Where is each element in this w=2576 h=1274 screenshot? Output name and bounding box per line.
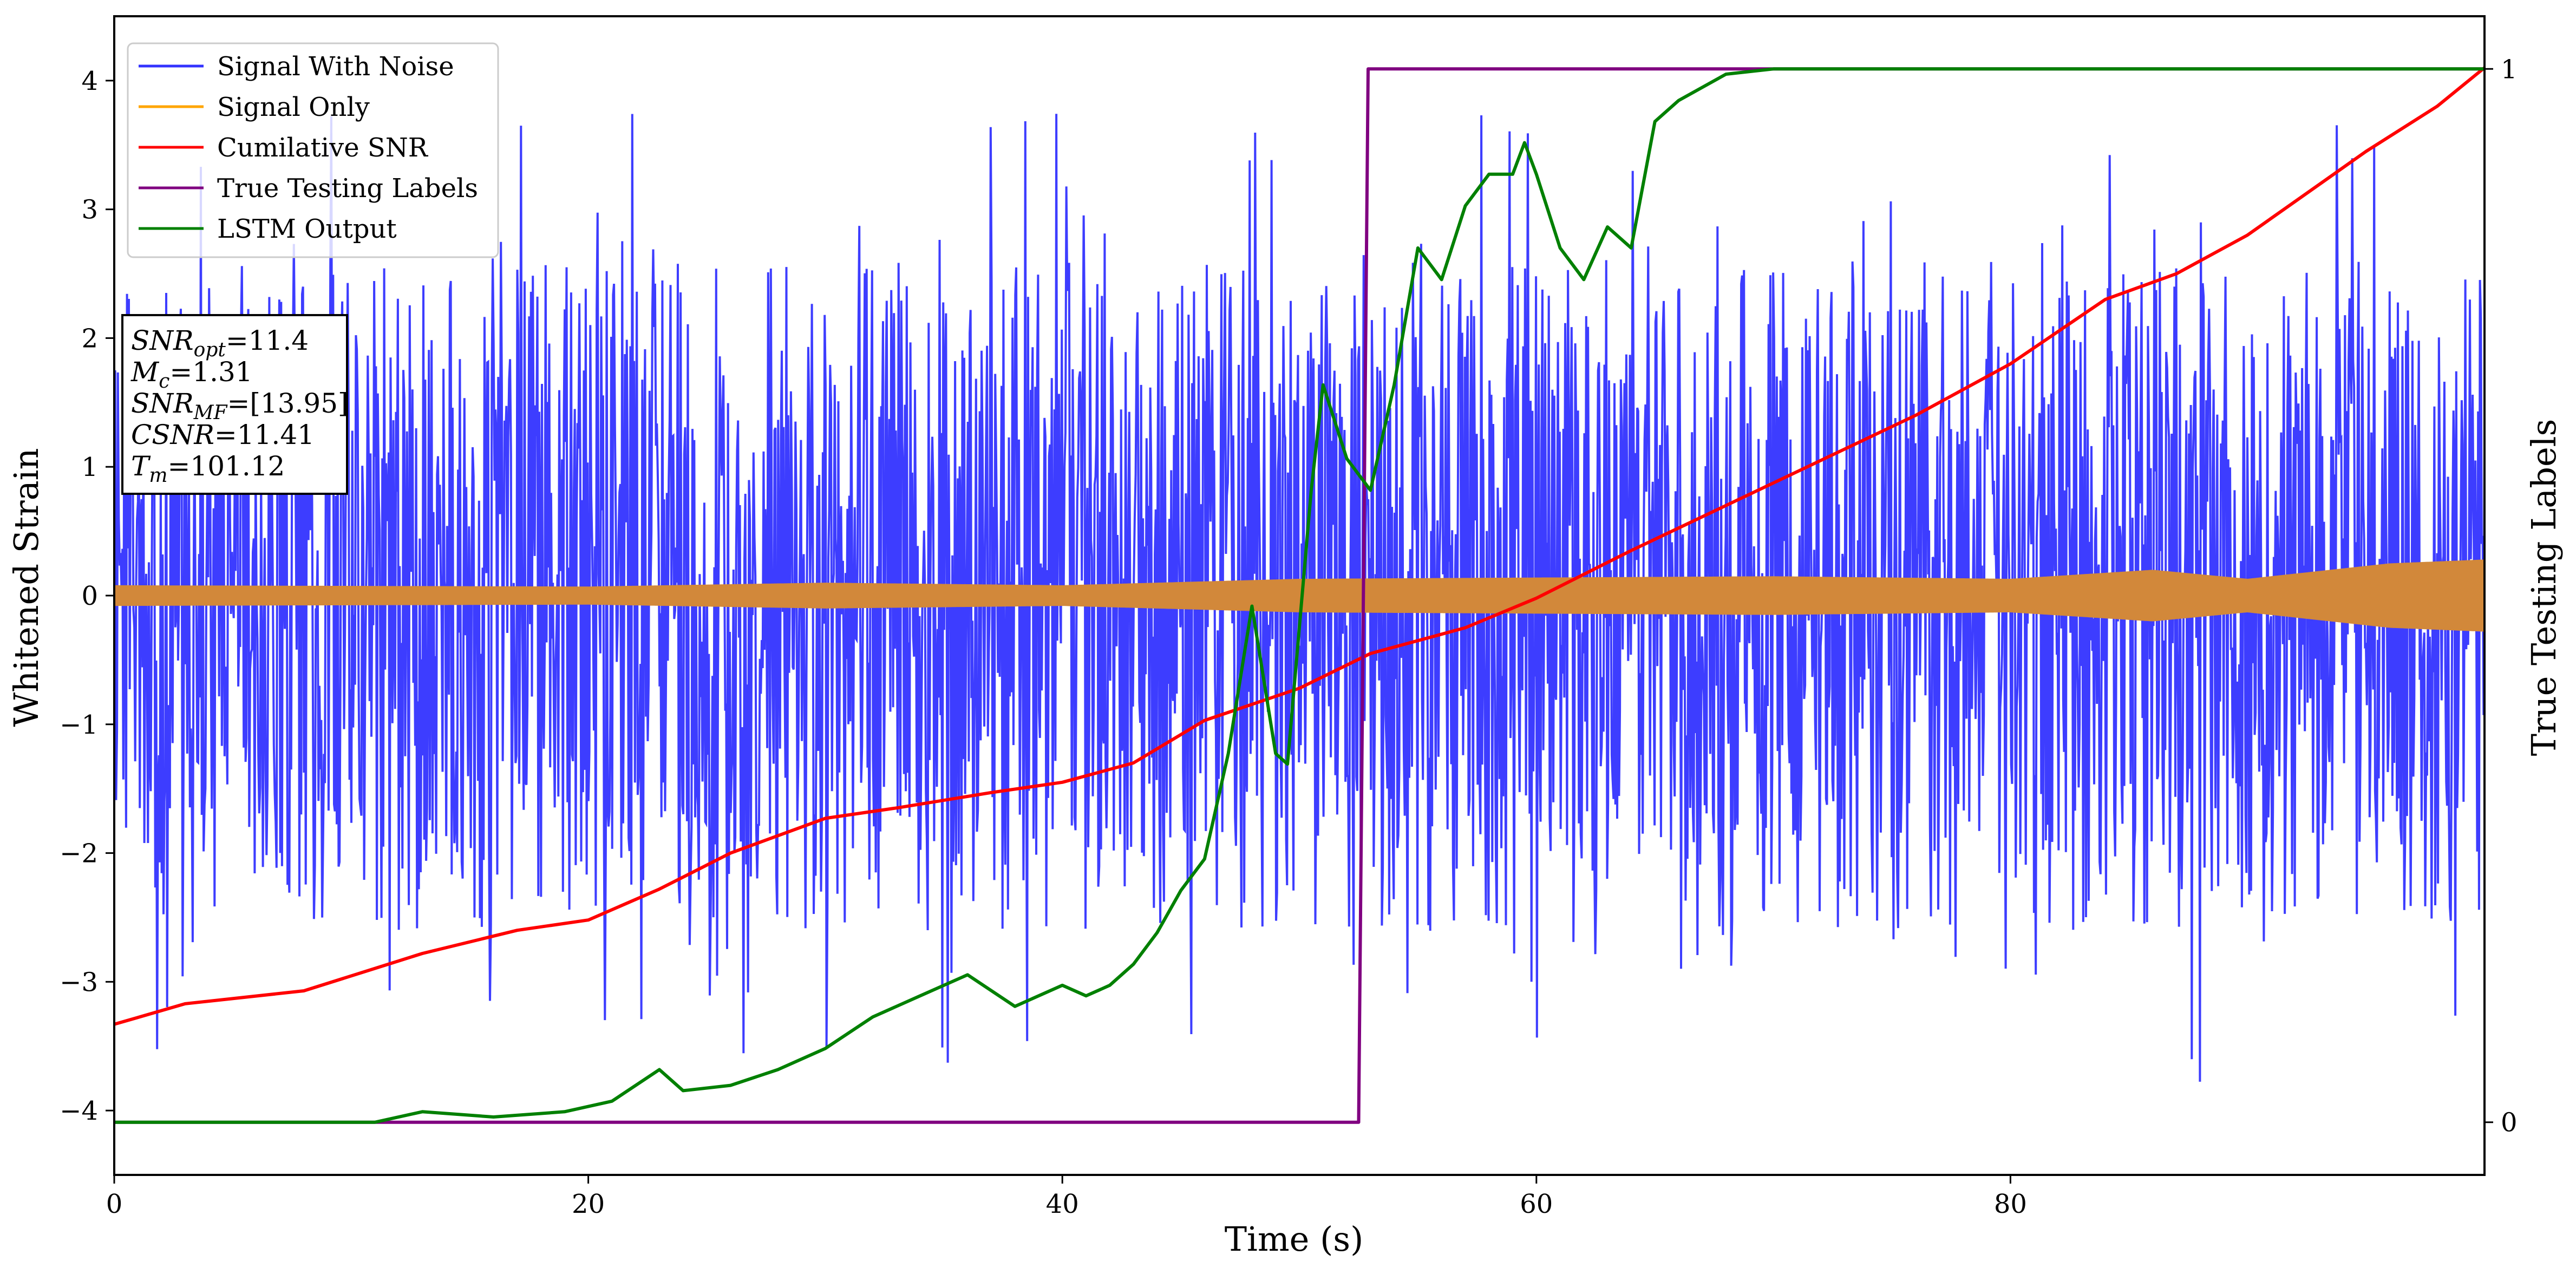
legend-frame — [127, 42, 499, 258]
x-tick-label: 40 — [1046, 1189, 1079, 1219]
series-signal-only-line — [114, 559, 2485, 632]
y-axis-title: Whitened Strain — [6, 448, 46, 727]
info-box-line: SNRopt=11.4 — [131, 325, 309, 361]
x-tick-label: 80 — [1994, 1189, 2027, 1219]
y-tick-label: 4 — [81, 66, 98, 96]
legend-label: True Testing Labels — [217, 173, 478, 204]
y-tick-label: 1 — [81, 452, 98, 482]
x-axis-title: Time (s) — [1225, 1219, 1364, 1259]
y-tick-label: −4 — [60, 1096, 98, 1126]
legend: Signal With Noise Signal Only Cumilative S… — [127, 42, 499, 258]
series-layer — [114, 66, 2485, 1124]
y-tick-label: 0 — [81, 581, 98, 611]
legend-label: LSTM Output — [217, 214, 397, 244]
y-right-axis-title: True Testing Labels — [2524, 419, 2564, 756]
series-lstm-output-line — [114, 67, 2485, 1124]
series-cumilative-snr-line — [114, 66, 2485, 1026]
info-box-line: SNRMF=[13.95] — [131, 388, 349, 424]
y-tick-label: −2 — [60, 839, 98, 869]
legend-label: Signal With Noise — [217, 51, 454, 82]
y-right-tick-label: 0 — [2501, 1108, 2518, 1138]
info-box: SNRopt=11.4Mc=1.31SNRMF=[13.95]CSNR=11.4… — [121, 314, 349, 495]
legend-label: Cumilative SNR — [217, 133, 429, 163]
x-tick-label: 60 — [1520, 1189, 1553, 1219]
y-tick-label: 3 — [81, 195, 98, 225]
y-tick-label: −3 — [60, 967, 98, 997]
info-box-frame — [121, 314, 348, 495]
info-box-line: Mc=1.31 — [130, 356, 253, 393]
y-tick-label: −1 — [60, 710, 98, 740]
legend-label: Signal Only — [217, 92, 370, 122]
y-right-tick-label: 1 — [2501, 54, 2518, 84]
info-box-line: Tm=101.12 — [131, 450, 285, 487]
y-tick-label: 2 — [81, 323, 98, 354]
x-tick-label: 0 — [106, 1189, 123, 1219]
x-tick-label: 20 — [572, 1189, 605, 1219]
info-box-line: CSNR=11.41 — [131, 419, 315, 450]
